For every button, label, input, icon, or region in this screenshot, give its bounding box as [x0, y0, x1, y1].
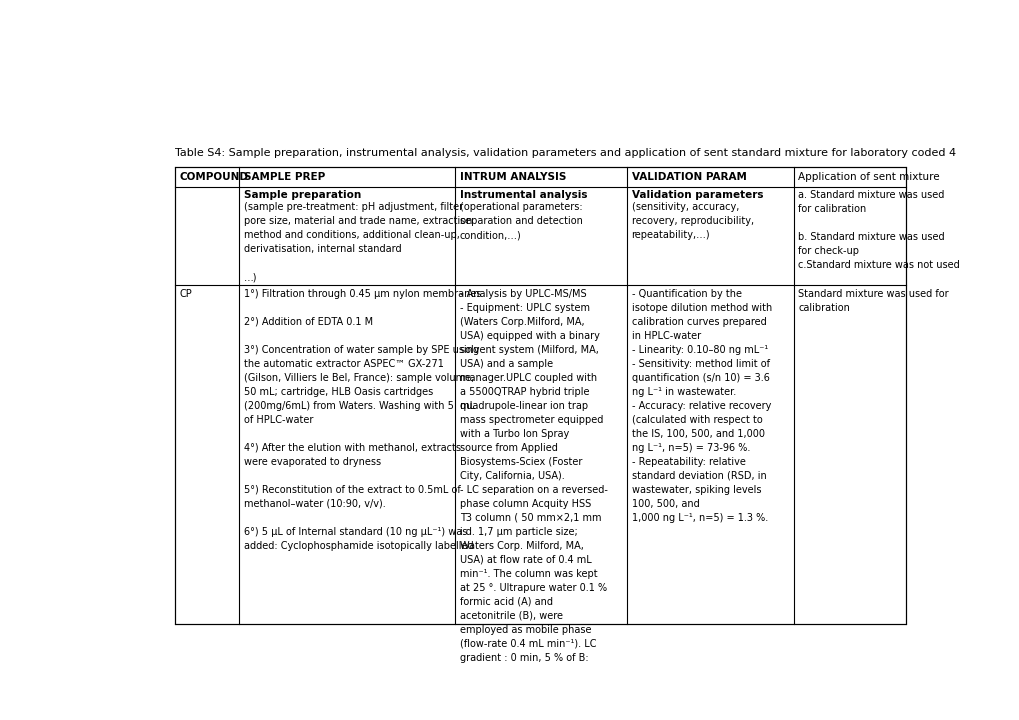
Text: COMPOUND: COMPOUND — [179, 172, 249, 182]
Text: - Analysis by UPLC-MS/MS
- Equipment: UPLC system
(Waters Corp.Milford, MA,
USA): - Analysis by UPLC-MS/MS - Equipment: UP… — [460, 289, 607, 662]
Text: SAMPLE PREP: SAMPLE PREP — [244, 172, 325, 182]
Bar — [175, 167, 905, 624]
Text: (operational parameters:
separation and detection
condition,…): (operational parameters: separation and … — [460, 202, 582, 240]
Text: VALIDATION PARAM: VALIDATION PARAM — [631, 172, 746, 182]
Text: - Quantification by the
isotope dilution method with
calibration curves prepared: - Quantification by the isotope dilution… — [631, 289, 771, 523]
Text: a. Standard mixture was used
for calibration

b. Standard mixture was used
for c: a. Standard mixture was used for calibra… — [798, 190, 959, 270]
Text: Sample preparation: Sample preparation — [244, 190, 361, 200]
Text: Standard mixture was used for
calibration: Standard mixture was used for calibratio… — [798, 289, 948, 312]
Text: Instrumental analysis: Instrumental analysis — [460, 190, 587, 200]
Text: CP: CP — [179, 289, 193, 299]
Text: Application of sent mixture: Application of sent mixture — [798, 172, 938, 182]
Text: INTRUM ANALYSIS: INTRUM ANALYSIS — [460, 172, 566, 182]
Text: (sample pre-treatment: pH adjustment, filter
pore size, material and trade name,: (sample pre-treatment: pH adjustment, fi… — [244, 202, 472, 282]
Text: 1°) Filtration through 0.45 μm nylon membranes

2°) Addition of EDTA 0.1 M

3°) : 1°) Filtration through 0.45 μm nylon mem… — [244, 289, 481, 551]
Text: Validation parameters: Validation parameters — [631, 190, 762, 200]
Text: (sensitivity, accuracy,
recovery, reproducibility,
repeatability,…): (sensitivity, accuracy, recovery, reprod… — [631, 202, 753, 240]
Text: Table S4: Sample preparation, instrumental analysis, validation parameters and a: Table S4: Sample preparation, instrument… — [175, 148, 955, 158]
